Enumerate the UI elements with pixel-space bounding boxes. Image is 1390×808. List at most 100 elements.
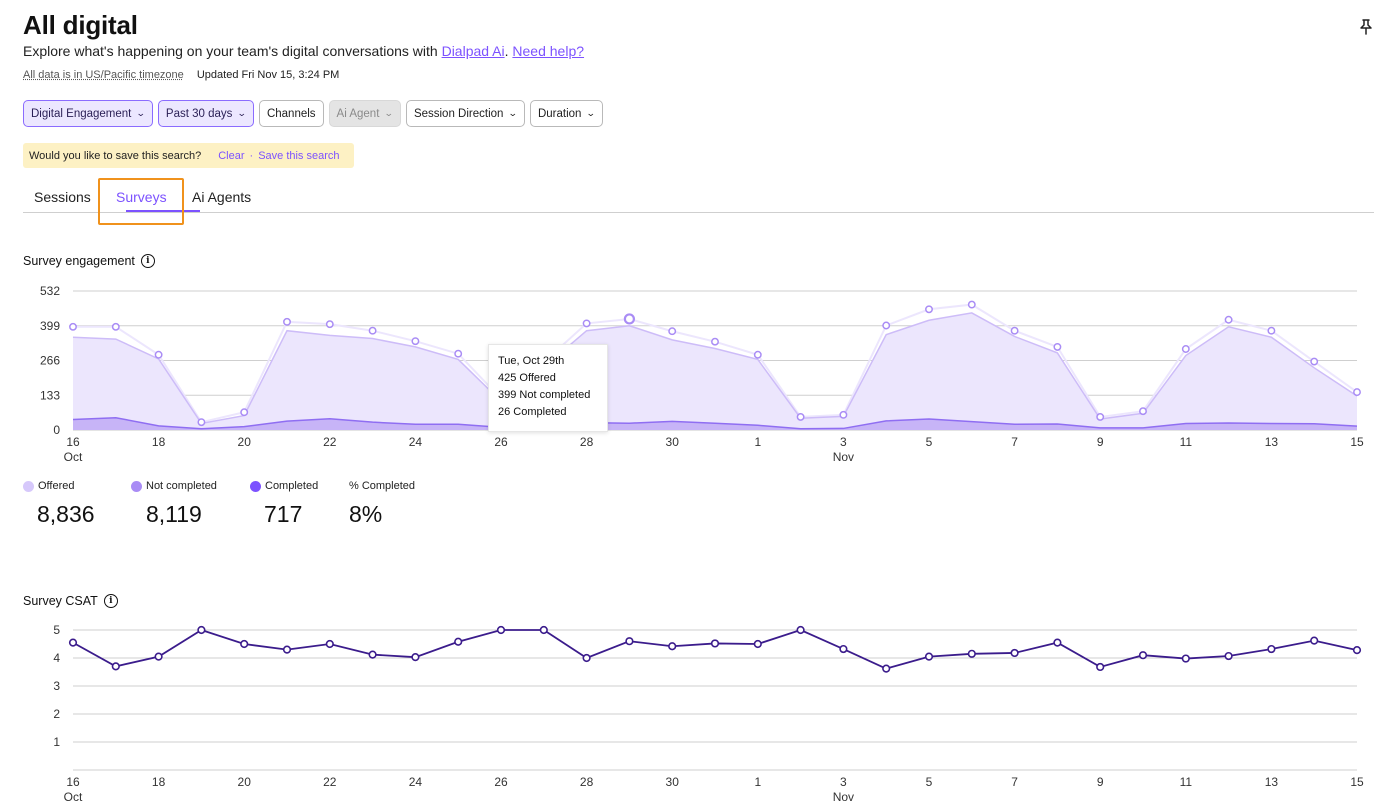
stat-value: 8,119 <box>146 501 202 527</box>
info-icon[interactable]: i <box>103 594 118 608</box>
y-tick-label: 532 <box>40 284 60 298</box>
tab-ai-agents[interactable]: Ai Agents <box>192 189 252 205</box>
data-point-csat <box>68 638 78 647</box>
x-tick-label: 28 <box>580 435 594 449</box>
subtitle-separator: . <box>504 43 513 59</box>
x-tick-label: 13 <box>1265 775 1279 789</box>
data-point-csat <box>1010 648 1019 658</box>
data-point-offered <box>454 349 463 358</box>
chevron-down-icon: ⌄ <box>136 108 147 118</box>
x-tick-label: 9 <box>1097 775 1104 789</box>
x-tick-label: 24 <box>409 775 423 789</box>
data-point-csat <box>1267 644 1276 654</box>
section-title-text: Survey CSAT <box>23 594 98 608</box>
data-point-csat <box>1224 651 1233 661</box>
data-point-csat <box>496 625 506 635</box>
tooltip-completed: 26 Completed <box>498 406 567 418</box>
y-tick-label: 3 <box>53 679 60 693</box>
filter-label: Past 30 days <box>165 107 233 120</box>
timezone-note[interactable]: All data is in US/Pacific timezone <box>23 69 184 81</box>
need-help-link[interactable]: Need help? <box>512 43 585 59</box>
filter-label: Channels <box>266 107 316 120</box>
data-point-csat <box>111 662 120 671</box>
chevron-down-icon: ⌄ <box>237 108 248 118</box>
pin-icon[interactable] <box>1357 18 1375 36</box>
chevron-down-icon: ⌄ <box>384 108 395 118</box>
x-tick-label: 30 <box>666 435 680 449</box>
x-tick-label: 26 <box>494 775 508 789</box>
data-point-offered <box>1139 407 1147 416</box>
data-point-offered <box>240 408 249 417</box>
x-tick-label: 30 <box>666 775 680 789</box>
y-tick-label: 266 <box>40 354 60 368</box>
x-tick-label: 1 <box>754 435 761 449</box>
clear-search-link[interactable]: Clear <box>218 149 245 162</box>
y-tick-label: 399 <box>40 319 60 333</box>
data-point-offered <box>882 321 891 330</box>
data-point-offered <box>69 322 77 331</box>
separator-dot: · <box>249 149 254 162</box>
data-point-csat <box>368 650 377 659</box>
data-point-offered <box>197 418 206 427</box>
y-tick-label: 133 <box>40 388 60 402</box>
page-subtitle: Explore what's happening on your team's … <box>23 43 584 59</box>
stat-value: 8% <box>349 501 383 527</box>
series-line-csat <box>72 629 1358 670</box>
x-tick-label: 11 <box>1180 775 1193 789</box>
filter-date-range[interactable]: Past 30 days ⌄ <box>157 100 254 127</box>
data-point-offered <box>154 350 163 359</box>
stat-label: Not completed <box>146 480 217 492</box>
x-tick-label: 1 <box>754 775 761 789</box>
data-point-csat <box>753 639 762 649</box>
data-point-csat <box>1138 651 1148 660</box>
data-point-csat <box>882 664 891 673</box>
stat-percent-completed: % Completed 8% <box>349 479 415 527</box>
y-tick-label: 1 <box>53 735 60 749</box>
tab-surveys[interactable]: Surveys <box>116 189 167 205</box>
x-tick-label: 7 <box>1011 435 1018 449</box>
filter-duration[interactable]: Duration ⌄ <box>529 100 603 127</box>
page-title: All digital <box>23 10 138 40</box>
tab-sessions[interactable]: Sessions <box>34 189 91 205</box>
tooltip-not-completed: 399 Not completed <box>498 389 591 401</box>
filter-channels[interactable]: Channels <box>258 100 324 127</box>
x-tick-label: 3 <box>840 435 847 449</box>
chevron-down-icon: ⌄ <box>508 108 519 118</box>
legend-swatch <box>23 480 34 492</box>
stat-label: Completed <box>265 480 319 492</box>
x-tick-label: 15 <box>1350 435 1364 449</box>
filter-label: Digital Engagement <box>31 107 132 120</box>
x-tick-label: 28 <box>580 775 594 789</box>
data-point-offered <box>753 350 762 359</box>
data-point-offered <box>925 305 933 314</box>
data-point-offered <box>283 317 291 326</box>
subtitle-text: Explore what's happening on your team's … <box>23 43 442 59</box>
series-area-not-completed <box>73 312 1357 430</box>
x-tick-label: 11 <box>1180 435 1193 449</box>
data-point-csat <box>240 639 249 649</box>
data-point-offered <box>368 326 377 335</box>
data-point-csat <box>1352 646 1362 655</box>
dialpad-ai-link[interactable]: Dialpad Ai <box>441 43 505 59</box>
data-point-offered <box>411 337 420 346</box>
chart-tooltip: Tue, Oct 29th 425 Offered 399 Not comple… <box>488 344 608 432</box>
x-tick-label: 16 <box>66 435 80 449</box>
filter-label: Session Direction <box>413 107 504 120</box>
filter-label: Ai Agent <box>336 107 380 120</box>
series-line-completed <box>72 416 1358 430</box>
data-point-csat <box>454 637 463 646</box>
filter-digital-engagement[interactable]: Digital Engagement ⌄ <box>23 100 153 127</box>
data-point-csat <box>625 637 634 646</box>
filter-ai-agent: Ai Agent ⌄ <box>328 100 401 127</box>
filter-label: Duration <box>537 107 582 120</box>
data-point-csat <box>325 639 334 649</box>
info-icon[interactable]: i <box>140 254 155 268</box>
survey-engagement-title: Survey engagement i <box>23 254 155 268</box>
active-tab-indicator <box>126 210 200 212</box>
data-point-csat <box>710 639 720 648</box>
x-tick-label: 13 <box>1265 435 1279 449</box>
filter-session-direction[interactable]: Session Direction ⌄ <box>405 100 525 127</box>
save-search-link[interactable]: Save this search <box>258 149 340 162</box>
